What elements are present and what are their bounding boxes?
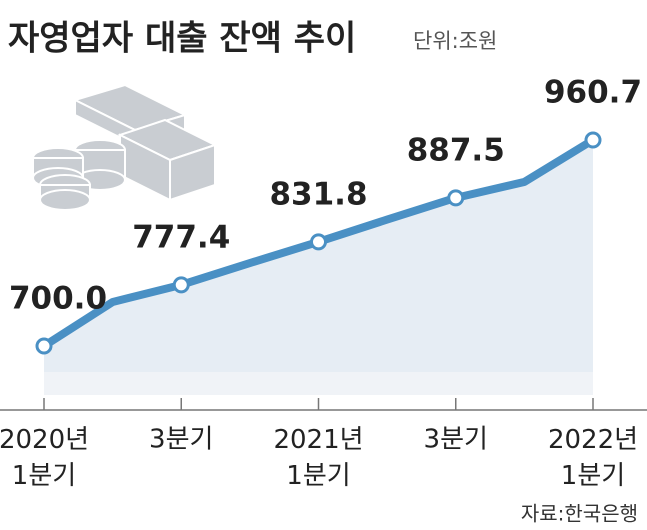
point bbox=[172, 276, 190, 294]
point bbox=[447, 189, 465, 207]
value-label: 887.5 bbox=[407, 132, 505, 168]
area-base bbox=[44, 372, 593, 395]
point bbox=[35, 337, 53, 355]
x-tick-label: 2020년 1분기 bbox=[0, 425, 89, 491]
point bbox=[584, 131, 602, 149]
value-label: 777.4 bbox=[132, 219, 230, 255]
unit-label: 단위:조원 bbox=[413, 29, 497, 53]
value-label: 700.0 bbox=[9, 281, 107, 317]
source: 자료:한국은행 bbox=[521, 502, 638, 526]
value-label: 831.8 bbox=[269, 176, 367, 212]
money-icon bbox=[32, 83, 218, 211]
x-tick-label: 3분기 bbox=[149, 425, 213, 455]
x-tick-label: 3분기 bbox=[424, 425, 488, 455]
x-tick-label: 2022년 1분기 bbox=[548, 425, 638, 491]
x-tick-label: 2021년 1분기 bbox=[273, 425, 363, 491]
point bbox=[310, 233, 327, 251]
chart-title: 자영업자 대출 잔액 추이 bbox=[8, 19, 356, 59]
value-label: 960.7 bbox=[544, 75, 642, 111]
